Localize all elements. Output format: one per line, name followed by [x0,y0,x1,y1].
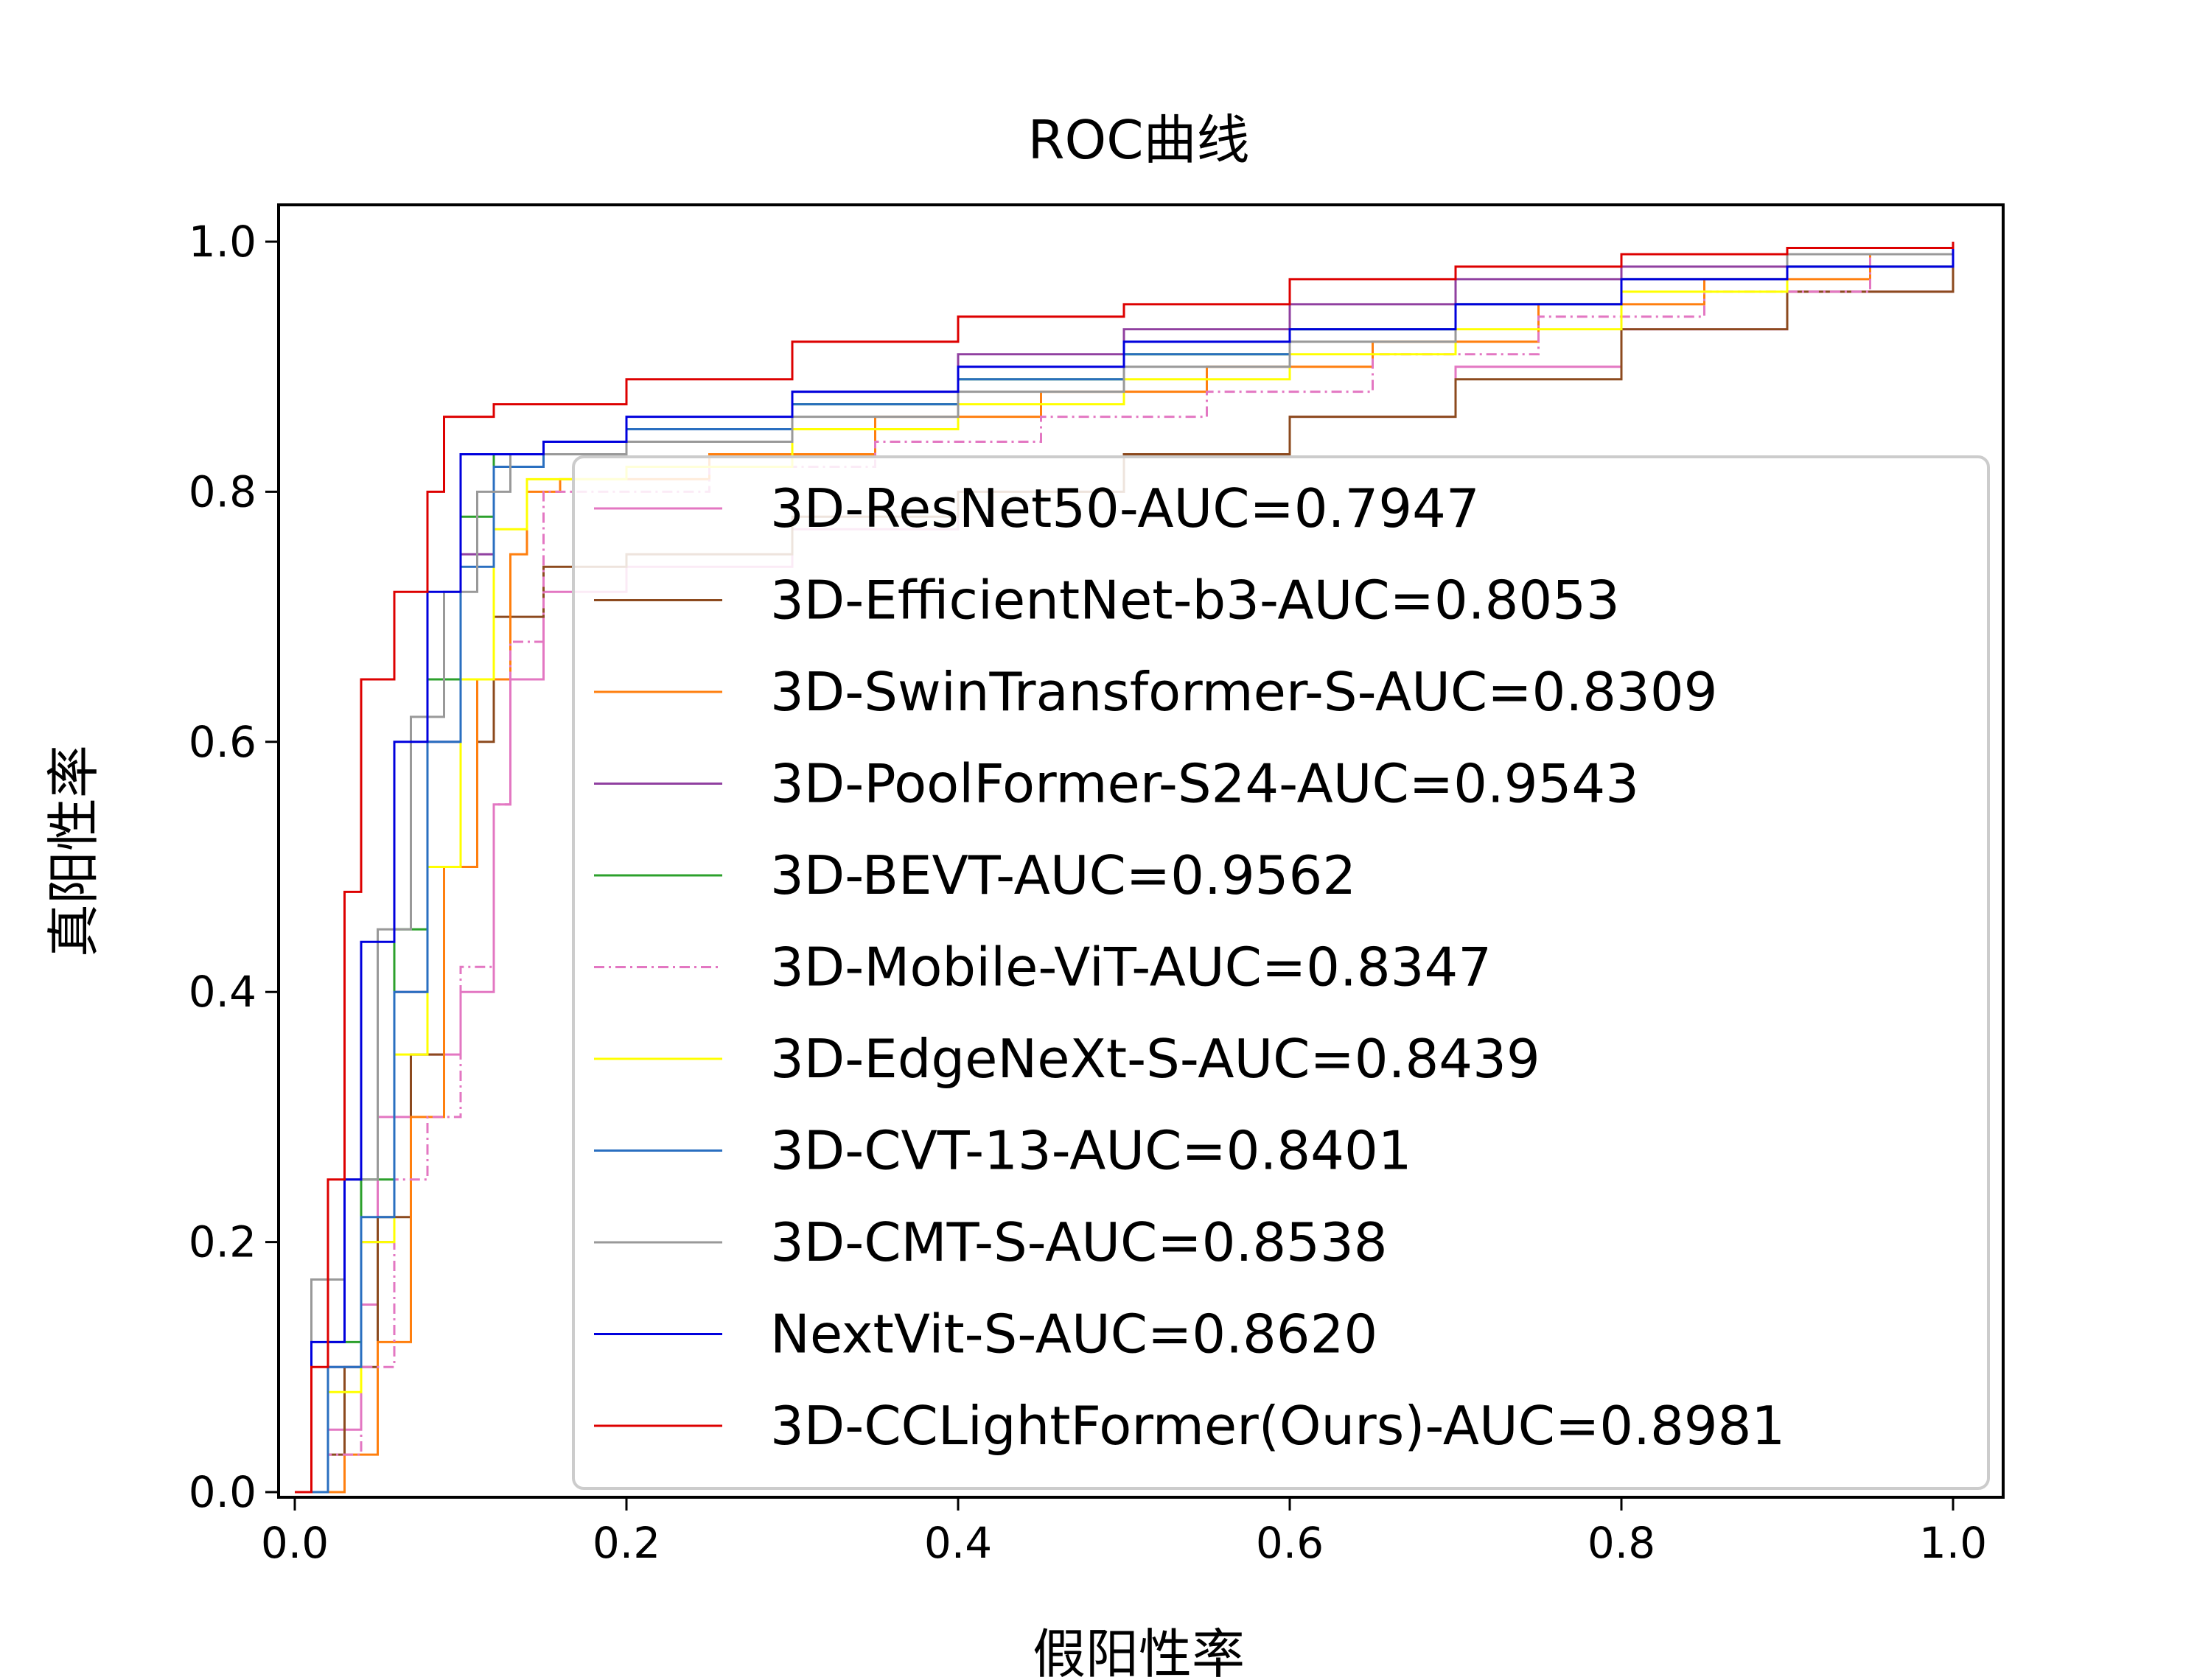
x-axis-ticks: 0.0 0.2 0.4 0.6 0.8 1.0 [261,1497,1987,1568]
legend-label: NextVit-S-AUC=0.8620 [770,1303,1377,1365]
legend-label: 3D-EfficientNet-b3-AUC=0.8053 [770,570,1620,631]
roc-curve-10 [295,242,1955,1494]
x-tick-label: 0.2 [593,1518,660,1568]
y-tick-label: 0.8 [189,466,256,517]
y-tick-label: 1.0 [189,217,256,267]
chart-title: ROC曲线 [1028,109,1250,171]
legend-label: 3D-CMT-S-AUC=0.8538 [770,1211,1388,1273]
x-tick-label: 0.6 [1256,1518,1324,1568]
legend-label: 3D-SwinTransformer-S-AUC=0.8309 [770,661,1717,723]
y-axis-title: 真阳性率 [43,745,105,957]
x-tick-label: 0.8 [1587,1518,1655,1568]
y-tick-label: 0.0 [189,1467,256,1517]
legend-box [572,455,1990,1490]
x-axis-title: 假阳性率 [1033,1623,1245,1680]
y-tick-label: 0.4 [189,967,256,1017]
legend-label: 3D-PoolFormer-S24-AUC=0.9543 [770,753,1639,815]
legend-label: 3D-CVT-13-AUC=0.8401 [770,1120,1412,1182]
roc-curve-11 [295,242,1955,1494]
x-tick-label: 1.0 [1919,1518,1987,1568]
legend-label: 3D-EdgeNeXt-S-AUC=0.8439 [770,1028,1540,1090]
legend: 3D-ResNet50-AUC=0.7947 3D-EfficientNet-b3… [572,455,1990,1490]
legend-label: 3D-BEVT-AUC=0.9562 [770,844,1356,906]
y-tick-label: 0.2 [189,1217,256,1267]
legend-label: 3D-Mobile-ViT-AUC=0.8347 [770,937,1492,998]
x-tick-label: 0.4 [924,1518,992,1568]
y-axis-ticks: 0.0 0.2 0.4 0.6 0.8 1.0 [189,217,279,1517]
legend-label: 3D-ResNet50-AUC=0.7947 [770,477,1480,539]
y-tick-label: 0.6 [189,717,256,767]
plot-frame [277,203,2005,1499]
legend-label: 3D-CCLightFormer(Ours)-AUC=0.8981 [770,1395,1785,1457]
x-tick-label: 0.0 [261,1518,329,1568]
